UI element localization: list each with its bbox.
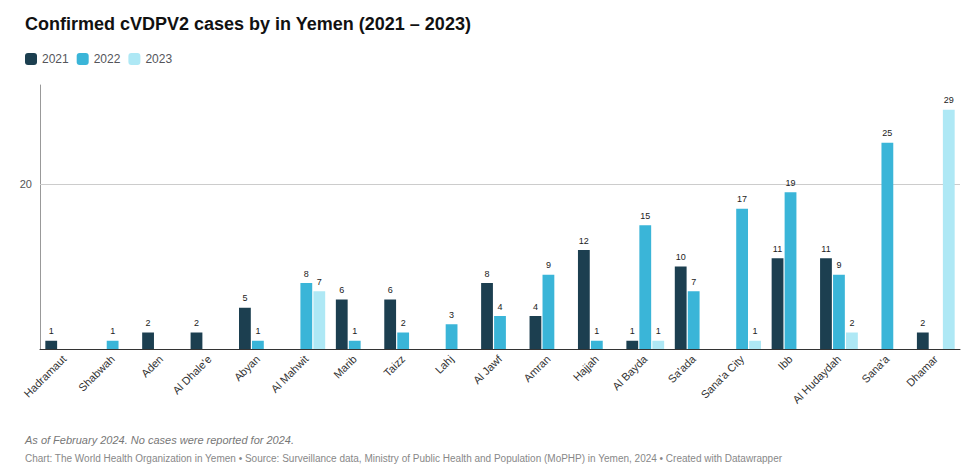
svg-text:1: 1 — [594, 326, 599, 336]
svg-text:1: 1 — [656, 326, 661, 336]
svg-text:17: 17 — [737, 194, 747, 204]
svg-text:Marib: Marib — [331, 353, 359, 381]
svg-text:Lahj: Lahj — [433, 353, 456, 376]
svg-text:Hadramaut: Hadramaut — [22, 353, 69, 400]
svg-text:7: 7 — [691, 277, 696, 287]
svg-text:5: 5 — [242, 293, 247, 303]
svg-text:15: 15 — [640, 211, 650, 221]
svg-text:19: 19 — [786, 178, 796, 188]
svg-text:Amran: Amran — [521, 353, 552, 384]
svg-text:4: 4 — [533, 302, 538, 312]
svg-text:9: 9 — [546, 260, 551, 270]
svg-text:Abyan: Abyan — [232, 353, 263, 384]
svg-text:11: 11 — [821, 244, 830, 254]
svg-text:Dhamar: Dhamar — [904, 353, 940, 389]
svg-text:Ibb: Ibb — [775, 353, 794, 372]
svg-text:6: 6 — [388, 285, 393, 295]
svg-text:11: 11 — [773, 244, 782, 254]
svg-text:20: 20 — [20, 178, 32, 190]
svg-text:2: 2 — [194, 318, 199, 328]
svg-text:1: 1 — [753, 326, 758, 336]
svg-text:3: 3 — [449, 310, 454, 320]
svg-text:6: 6 — [339, 285, 344, 295]
svg-text:2023: 2023 — [145, 52, 172, 66]
svg-text:Sa'ada: Sa'ada — [665, 352, 698, 385]
svg-text:29: 29 — [944, 95, 954, 105]
svg-text:8: 8 — [485, 269, 490, 279]
svg-text:Sana'a: Sana'a — [859, 352, 892, 385]
svg-text:2: 2 — [401, 318, 406, 328]
svg-text:Al Bayda: Al Bayda — [610, 352, 650, 392]
svg-text:As of February 2024. No cases: As of February 2024. No cases were repor… — [24, 434, 294, 446]
svg-text:1: 1 — [49, 326, 54, 336]
svg-text:2021: 2021 — [42, 52, 69, 66]
svg-text:1: 1 — [352, 326, 357, 336]
svg-text:2: 2 — [849, 318, 854, 328]
svg-text:7: 7 — [317, 277, 322, 287]
svg-text:9: 9 — [836, 260, 841, 270]
svg-text:2: 2 — [146, 318, 151, 328]
svg-text:Chart: The World Health Organi: Chart: The World Health Organization in … — [25, 453, 783, 464]
svg-text:Hajjah: Hajjah — [571, 353, 602, 384]
svg-text:1: 1 — [255, 326, 260, 336]
svg-text:25: 25 — [882, 128, 892, 138]
svg-text:Confirmed cVDPV2 cases by in Y: Confirmed cVDPV2 cases by in Yemen (2021… — [25, 14, 471, 34]
svg-text:Shabwah: Shabwah — [76, 353, 117, 394]
svg-text:Sana'a City: Sana'a City — [698, 352, 746, 400]
svg-text:10: 10 — [676, 252, 686, 262]
svg-text:2: 2 — [920, 318, 925, 328]
svg-text:2022: 2022 — [94, 52, 121, 66]
svg-text:12: 12 — [579, 236, 589, 246]
svg-text:Al Hudaydah: Al Hudaydah — [790, 353, 843, 406]
svg-text:Al Dhale'e: Al Dhale'e — [170, 353, 214, 397]
svg-text:Taizz: Taizz — [381, 353, 407, 379]
svg-text:Al Jawf: Al Jawf — [471, 352, 505, 386]
svg-text:1: 1 — [630, 326, 635, 336]
svg-text:Al Mahwit: Al Mahwit — [268, 353, 310, 395]
svg-text:4: 4 — [497, 302, 502, 312]
svg-text:8: 8 — [304, 269, 309, 279]
svg-text:1: 1 — [110, 326, 115, 336]
svg-text:Aden: Aden — [139, 353, 166, 380]
